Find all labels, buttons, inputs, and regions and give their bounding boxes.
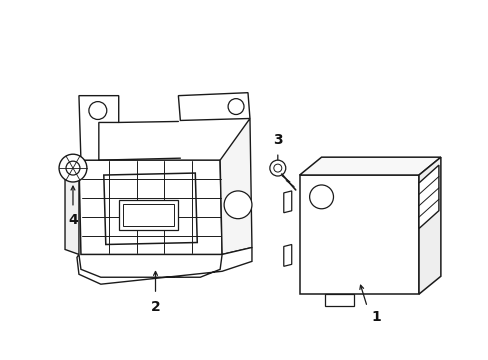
Polygon shape	[79, 96, 119, 160]
Polygon shape	[299, 157, 440, 175]
Polygon shape	[65, 160, 79, 255]
Circle shape	[89, 102, 106, 120]
Text: 2: 2	[150, 300, 160, 314]
Polygon shape	[178, 93, 249, 121]
Text: 1: 1	[370, 310, 380, 324]
Text: 3: 3	[272, 133, 282, 147]
Bar	[122, 204, 174, 226]
Polygon shape	[324, 294, 354, 306]
Polygon shape	[220, 118, 251, 255]
Polygon shape	[283, 244, 291, 266]
Circle shape	[227, 99, 244, 114]
Circle shape	[224, 191, 251, 219]
Bar	[299, 175, 418, 294]
Circle shape	[273, 164, 281, 172]
Bar	[119, 200, 178, 230]
Polygon shape	[418, 165, 438, 229]
Polygon shape	[283, 191, 291, 213]
Polygon shape	[77, 247, 251, 284]
Polygon shape	[79, 160, 222, 255]
Polygon shape	[103, 173, 197, 244]
Circle shape	[66, 161, 80, 175]
Polygon shape	[418, 157, 440, 294]
Text: 4: 4	[68, 213, 78, 227]
Circle shape	[269, 160, 285, 176]
Circle shape	[309, 185, 333, 209]
Circle shape	[59, 154, 87, 182]
